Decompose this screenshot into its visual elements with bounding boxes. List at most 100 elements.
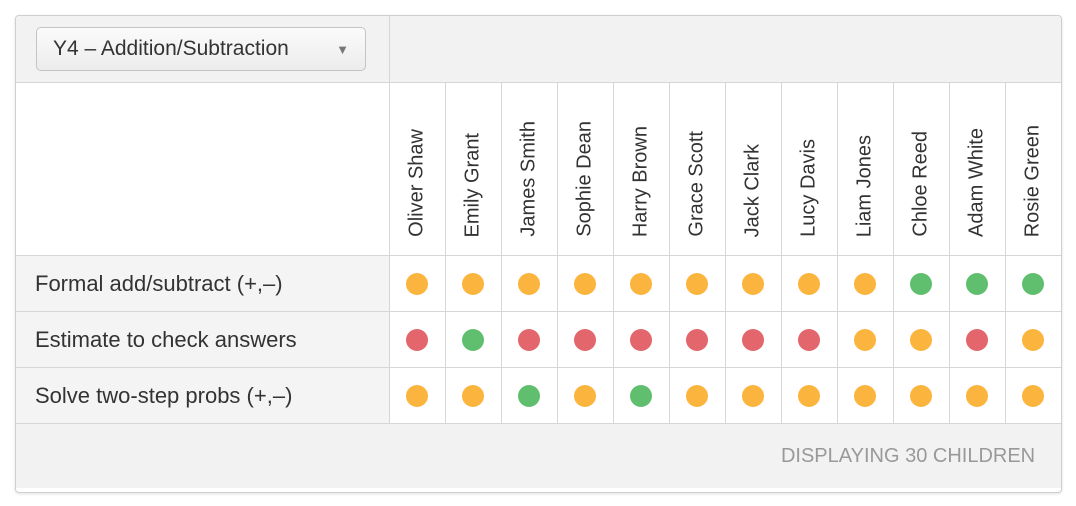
status-cell[interactable] xyxy=(388,311,446,368)
status-dot-red xyxy=(574,328,596,351)
status-cell[interactable] xyxy=(780,311,838,368)
status-cell[interactable] xyxy=(500,367,558,424)
child-header[interactable]: Liam Jones xyxy=(836,82,894,256)
status-cell[interactable] xyxy=(612,311,670,368)
child-header[interactable]: Rosie Green xyxy=(1004,82,1061,256)
status-dot-amber xyxy=(910,384,932,407)
child-header[interactable]: James Smith xyxy=(500,82,558,256)
status-dot-amber xyxy=(798,384,820,407)
status-dot-amber xyxy=(966,384,988,407)
objective-group-dropdown[interactable]: Y4 – Addition/Subtraction ▼ xyxy=(36,27,366,71)
status-dot-red xyxy=(742,328,764,351)
status-cell[interactable] xyxy=(724,311,782,368)
status-cell[interactable] xyxy=(892,367,950,424)
child-header[interactable]: Sophie Dean xyxy=(556,82,614,256)
status-cell[interactable] xyxy=(556,255,614,312)
status-cell[interactable] xyxy=(836,367,894,424)
status-cell[interactable] xyxy=(892,311,950,368)
children-header-row: Oliver Shaw Emily Grant James Smith Sophie … xyxy=(16,82,1061,256)
status-dot-amber xyxy=(742,272,764,295)
status-cell[interactable] xyxy=(1004,255,1061,312)
status-dot-green xyxy=(630,384,652,407)
status-dot-amber xyxy=(854,328,876,351)
status-dot-amber xyxy=(462,272,484,295)
status-cell[interactable] xyxy=(668,255,726,312)
child-header[interactable]: Emily Grant xyxy=(444,82,502,256)
status-dot-amber xyxy=(798,272,820,295)
child-header[interactable]: Lucy Davis xyxy=(780,82,838,256)
status-cell[interactable] xyxy=(612,367,670,424)
status-cell[interactable] xyxy=(724,255,782,312)
status-cell[interactable] xyxy=(444,255,502,312)
status-dot-amber xyxy=(854,272,876,295)
status-cell[interactable] xyxy=(668,367,726,424)
status-cell[interactable] xyxy=(556,311,614,368)
dropdown-selected-label: Y4 – Addition/Subtraction xyxy=(53,37,289,60)
status-dot-amber xyxy=(686,272,708,295)
status-dot-red xyxy=(518,328,540,351)
status-cell[interactable] xyxy=(780,255,838,312)
child-name: Chloe Reed xyxy=(909,131,932,237)
status-dot-green xyxy=(966,272,988,295)
status-cell[interactable] xyxy=(556,367,614,424)
child-name: Sophie Dean xyxy=(573,121,596,237)
status-dot-amber xyxy=(462,384,484,407)
status-cell[interactable] xyxy=(836,255,894,312)
child-header[interactable]: Harry Brown xyxy=(612,82,670,256)
status-cell[interactable] xyxy=(444,367,502,424)
status-cell[interactable] xyxy=(500,311,558,368)
status-dot-amber xyxy=(742,384,764,407)
children-count: DISPLAYING 30 CHILDREN xyxy=(16,423,1061,488)
triangle-down-icon: ▼ xyxy=(336,41,349,57)
objective-label: Solve two-step probs (+,–) xyxy=(16,367,390,424)
status-dot-amber xyxy=(574,384,596,407)
status-dot-amber xyxy=(910,328,932,351)
status-cell[interactable] xyxy=(948,367,1006,424)
objective-row: Formal add/subtract (+,–) xyxy=(16,255,1061,312)
child-header[interactable]: Adam White xyxy=(948,82,1006,256)
child-name: Jack Clark xyxy=(741,143,764,237)
objective-label: Formal add/subtract (+,–) xyxy=(16,255,390,312)
child-name: Harry Brown xyxy=(629,125,652,237)
status-dot-amber xyxy=(574,272,596,295)
status-cell[interactable] xyxy=(388,255,446,312)
progress-grid-panel: Y4 – Addition/Subtraction ▼ Oliver Shaw E… xyxy=(15,15,1062,493)
status-cell[interactable] xyxy=(892,255,950,312)
status-cell[interactable] xyxy=(948,311,1006,368)
child-name: Grace Scott xyxy=(685,131,708,237)
status-dot-amber xyxy=(1022,384,1045,407)
status-dot-green xyxy=(462,328,484,351)
status-dot-amber xyxy=(518,272,540,295)
child-header[interactable]: Grace Scott xyxy=(668,82,726,256)
child-header[interactable]: Chloe Reed xyxy=(892,82,950,256)
status-dot-amber xyxy=(686,384,708,407)
status-cell[interactable] xyxy=(724,367,782,424)
status-cell[interactable] xyxy=(612,255,670,312)
progress-grid: Y4 – Addition/Subtraction ▼ Oliver Shaw E… xyxy=(16,16,1061,488)
status-dot-green xyxy=(1022,272,1045,295)
status-dot-amber xyxy=(406,272,428,295)
status-dot-red xyxy=(966,328,988,351)
status-dot-red xyxy=(686,328,708,351)
status-cell[interactable] xyxy=(668,311,726,368)
child-name: Emily Grant xyxy=(461,132,484,237)
child-header[interactable]: Jack Clark xyxy=(724,82,782,256)
status-cell[interactable] xyxy=(500,255,558,312)
status-cell[interactable] xyxy=(836,311,894,368)
status-dot-amber xyxy=(630,272,652,295)
objective-row: Estimate to check answers xyxy=(16,311,1061,368)
status-cell[interactable] xyxy=(780,367,838,424)
filter-row: Y4 – Addition/Subtraction ▼ xyxy=(16,16,1061,83)
status-cell[interactable] xyxy=(444,311,502,368)
status-cell[interactable] xyxy=(388,367,446,424)
status-cell[interactable] xyxy=(948,255,1006,312)
child-name: Rosie Green xyxy=(1021,124,1044,237)
child-header[interactable]: Oliver Shaw xyxy=(388,82,446,256)
status-cell[interactable] xyxy=(1004,311,1061,368)
child-name: Adam White xyxy=(965,128,988,237)
child-name: Liam Jones xyxy=(853,134,876,237)
filter-cell: Y4 – Addition/Subtraction ▼ xyxy=(16,16,390,83)
status-cell[interactable] xyxy=(1004,367,1061,424)
filter-row-spacer xyxy=(388,16,1061,83)
status-dot-amber xyxy=(1022,328,1045,351)
